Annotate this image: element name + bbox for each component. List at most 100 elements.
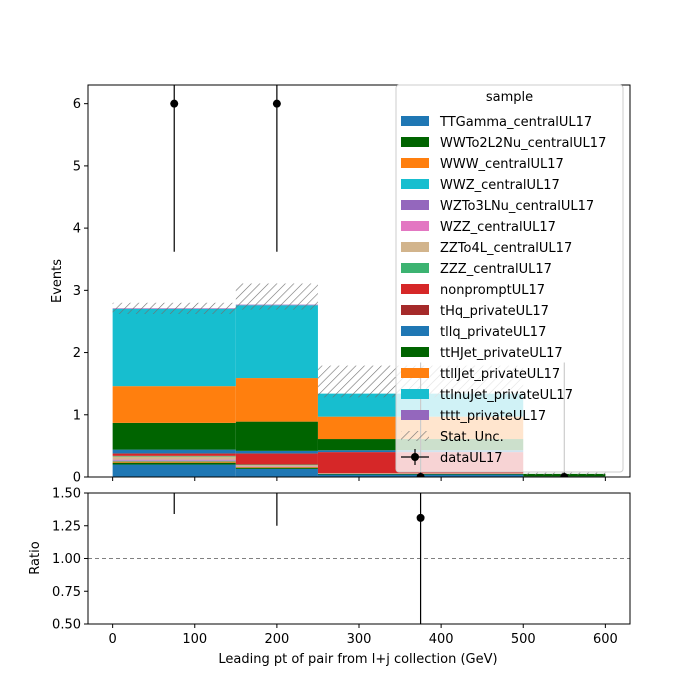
x-tick-label-4: 400	[429, 632, 454, 647]
bar-ttlnuJet_privateUL17-bin-0	[112, 309, 236, 387]
ratio-y-tick-label-4: 1.50	[52, 487, 81, 502]
legend: sample TTGamma_centralUL17 WWTo2L2Nu_centr…	[395, 84, 624, 473]
bar-WWZ_centralUL17-bin-0	[112, 460, 236, 462]
legend-label-4: WZTo3LNu_centralUL17	[440, 199, 594, 214]
ratio-y-tick-label-2: 1.00	[52, 552, 81, 567]
bar-ttllJet_privateUL17-bin-0	[112, 386, 236, 423]
main-x-ticks	[112, 477, 606, 481]
bar-tllq_privateUL17-bin-0	[112, 449, 236, 454]
legend-swatch-6	[401, 242, 429, 252]
legend-swatch-8	[401, 284, 429, 294]
main-y-axis: 0 1 2 3 4 5 6	[73, 97, 88, 486]
main-y-tick-label-3: 3	[73, 284, 81, 299]
bar-tllq_privateUL17-bin-1	[235, 450, 318, 454]
legend-label-1: WWTo2L2Nu_centralUL17	[440, 136, 606, 151]
bar-ZZTo4L_centralUL17-bin-1	[235, 465, 318, 467]
ratio-axes-frame	[87, 492, 631, 625]
legend-swatch-7	[401, 263, 429, 273]
legend-swatch-5	[401, 221, 429, 231]
legend-label-5: WZZ_centralUL17	[440, 220, 556, 235]
x-tick-label-6: 600	[593, 632, 618, 647]
legend-swatch-1	[401, 137, 429, 147]
bar-ttHJet_privateUL17-bin-1	[235, 421, 318, 451]
bar-WWW_centralUL17-bin-0	[112, 461, 236, 463]
main-y-tick-label-2: 2	[73, 346, 81, 361]
bar-WWW_centralUL17-bin-1	[235, 467, 318, 468]
x-tick-label-1: 100	[182, 632, 207, 647]
legend-swatch-2	[401, 158, 429, 168]
legend-label-2: WWW_centralUL17	[440, 157, 564, 172]
legend-label-14: tttt_privateUL17	[440, 409, 546, 424]
ratio-panel: 0.50 0.75 1.00 1.25 1.50 0 100 200 300 400 500 600…	[28, 487, 631, 667]
x-axis-label: Leading pt of pair from l+j collection (…	[218, 652, 497, 667]
ratio-y-axis-label: Ratio	[28, 541, 43, 574]
bar-tHq_privateUL17-bin-0	[112, 453, 236, 454]
bar-ttHJet_privateUL17-bin-0	[112, 422, 236, 450]
legend-swatch-14	[401, 410, 429, 420]
bar-WWTo2L2Nu_centralUL17-bin-0	[112, 462, 236, 465]
legend-swatch-13	[401, 389, 429, 399]
bar-ZZZ_centralUL17-bin-1	[235, 464, 318, 466]
legend-swatch-12	[401, 368, 429, 378]
legend-swatch-9	[401, 305, 429, 315]
stat-unc-band-bin-1	[235, 283, 318, 310]
legend-title: sample	[486, 90, 533, 105]
legend-label-7: ZZZ_centralUL17	[440, 262, 552, 277]
legend-label-0: TTGamma_centralUL17	[439, 115, 592, 130]
legend-label-9: tHq_privateUL17	[440, 304, 549, 319]
main-y-tick-label-5: 5	[73, 159, 81, 174]
legend-swatch-3	[401, 179, 429, 189]
ratio-y-tick-label-0: 0.50	[52, 618, 81, 633]
bar-WWTo2L2Nu_centralUL17-bin-1	[235, 467, 318, 469]
bar-WZZ_centralUL17-bin-1	[235, 466, 318, 468]
x-tick-label-0: 0	[108, 632, 116, 647]
legend-label-12: ttllJet_privateUL17	[440, 367, 560, 382]
bar-tHq_privateUL17-bin-1	[235, 453, 318, 454]
data-point-2	[416, 473, 425, 477]
data-point-0	[170, 99, 179, 108]
legend-label-stat-unc: Stat. Unc.	[440, 430, 504, 445]
bar-ttlnuJet_privateUL17-bin-1	[235, 305, 318, 379]
ratio-point-2	[416, 513, 425, 522]
bar-WZZ_centralUL17-bin-0	[112, 459, 236, 461]
main-panel: 0 1 2 3 4 5 6 Events sample TTGamma_centralUL17…	[50, 84, 631, 486]
bar-ZZTo4L_centralUL17-bin-0	[112, 456, 236, 460]
data-point-3	[560, 473, 569, 477]
bar-TTGamma_centralUL17-bin-1	[235, 468, 318, 477]
legend-label-data: dataUL17	[440, 451, 503, 466]
main-y-tick-label-4: 4	[73, 222, 81, 237]
x-tick-label-3: 300	[347, 632, 372, 647]
bar-TTGamma_centralUL17-bin-0	[112, 464, 236, 477]
legend-swatch-4	[401, 200, 429, 210]
legend-swatch-stat-unc	[401, 431, 429, 441]
ratio-plot-area	[88, 493, 630, 624]
main-y-axis-label: Events	[50, 259, 65, 303]
main-y-tick-label-6: 6	[73, 97, 81, 112]
ratio-y-axis: 0.50 0.75 1.00 1.25 1.50	[52, 487, 88, 633]
bar-nonpromptUL17-bin-0	[112, 453, 236, 456]
x-tick-label-5: 500	[511, 632, 536, 647]
bar-nonpromptUL17-bin-1	[235, 453, 318, 465]
legend-data-marker	[411, 453, 419, 461]
legend-label-8: nonpromptUL17	[440, 283, 545, 298]
legend-label-13: ttlnuJet_privateUL17	[440, 388, 573, 403]
data-point-1	[272, 99, 281, 108]
ratio-y-tick-label-1: 0.75	[52, 585, 81, 600]
stat-unc-band-bin-0	[112, 302, 236, 314]
bar-WZTo3LNu_centralUL17-bin-0	[112, 460, 236, 461]
legend-label-3: WWZ_centralUL17	[440, 178, 560, 193]
legend-label-6: ZZTo4L_centralUL17	[440, 241, 572, 256]
ratio-x-axis: 0 100 200 300 400 500 600	[108, 624, 618, 647]
bar-ttllJet_privateUL17-bin-1	[235, 378, 318, 422]
legend-swatch-0	[401, 116, 429, 126]
x-tick-label-2: 200	[264, 632, 289, 647]
legend-box	[395, 84, 624, 473]
main-y-tick-label-1: 1	[73, 408, 81, 423]
legend-label-10: tllq_privateUL17	[440, 325, 546, 340]
main-y-tick-label-0: 0	[73, 471, 81, 486]
legend-swatch-11	[401, 347, 429, 357]
bar-ZZZ_centralUL17-bin-0	[112, 455, 236, 457]
legend-label-11: ttHJet_privateUL17	[440, 346, 563, 361]
ratio-y-tick-label-3: 1.25	[52, 519, 81, 534]
